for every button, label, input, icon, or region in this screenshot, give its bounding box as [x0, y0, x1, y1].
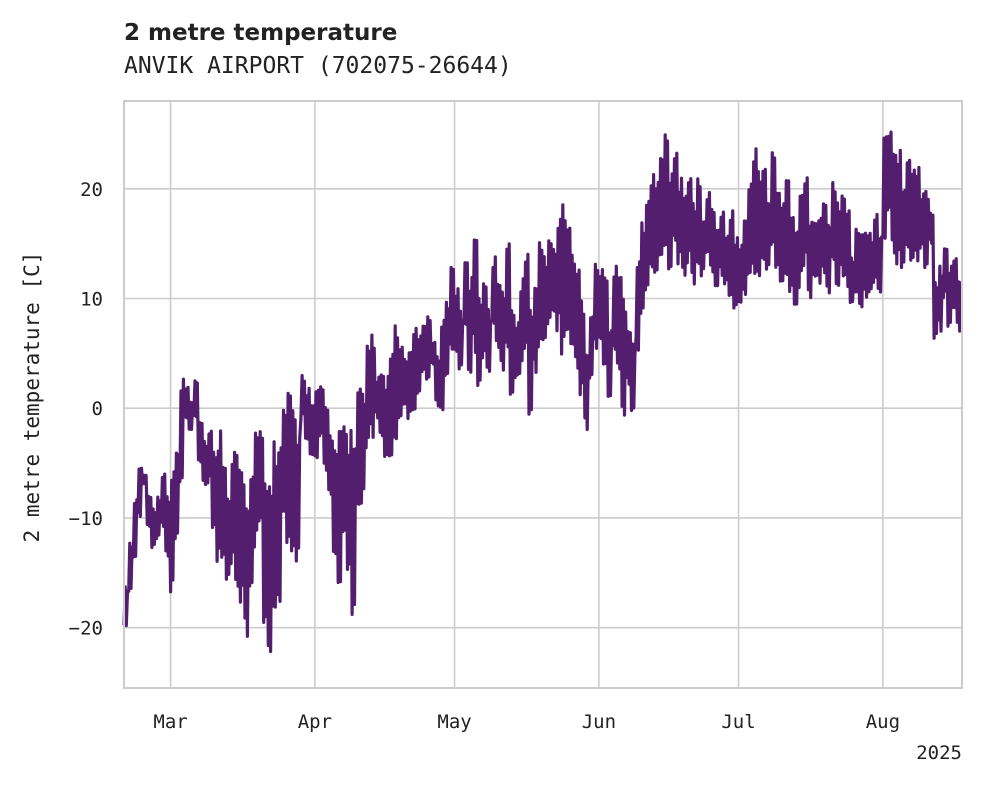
- chart-title: 2 metre temperature: [124, 20, 397, 46]
- y-axis-label: 2 metre temperature [C]: [20, 252, 44, 543]
- chart-subtitle: ANVIK AIRPORT (702075-26644): [124, 53, 512, 79]
- x-offset-label: 2025: [916, 742, 962, 764]
- y-tick-labels: −20 −10 0 10 20: [69, 179, 103, 640]
- x-tick-label: Aug: [866, 711, 900, 733]
- plot-frame: [123, 100, 963, 689]
- series-layer: [122, 130, 963, 654]
- y-tick-label: 0: [92, 398, 103, 420]
- y-tick-label: 10: [80, 288, 103, 310]
- x-tick-label: Jun: [582, 711, 616, 733]
- grid-layer: [124, 101, 962, 688]
- x-tick-label: May: [437, 711, 471, 733]
- x-tick-label: Jul: [721, 711, 755, 733]
- y-tick-label: −10: [69, 508, 103, 530]
- x-tick-labels: Mar Apr May Jun Jul Aug: [153, 711, 900, 733]
- temperature-series-line: [122, 130, 963, 654]
- y-tick-label: −20: [69, 618, 103, 640]
- y-tick-label: 20: [80, 179, 103, 201]
- x-tick-label: Apr: [298, 711, 332, 733]
- x-tick-label: Mar: [153, 711, 187, 733]
